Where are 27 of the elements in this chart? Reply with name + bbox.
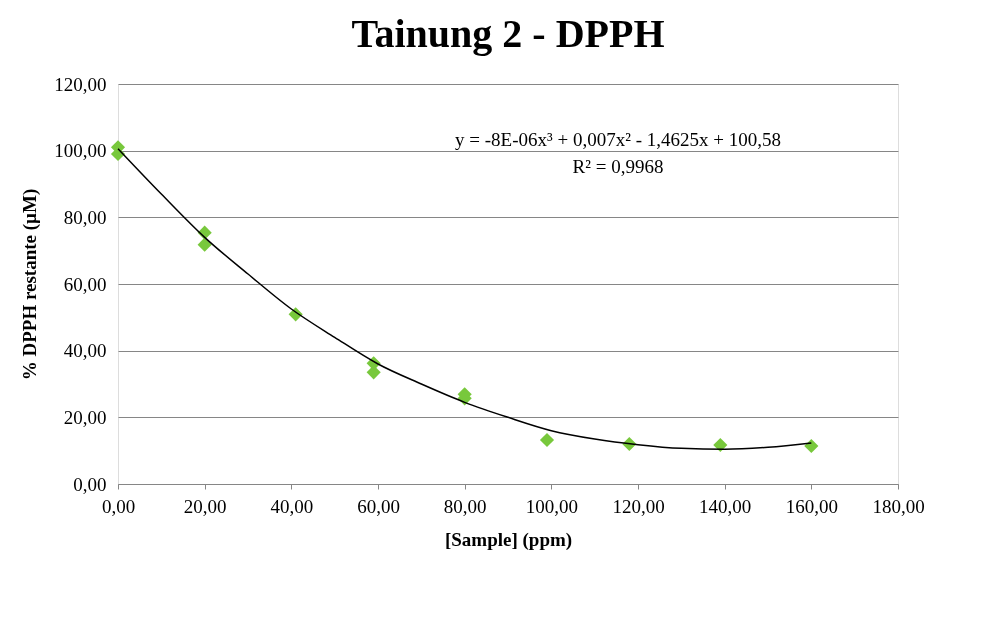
x-tick-label: 80,00: [443, 495, 487, 517]
x-axis-title: [Sample] (ppm): [444, 528, 573, 551]
y-tick-label: 20,00: [63, 406, 107, 428]
y-tick-label: 0,00: [73, 473, 107, 495]
y-tick-label: 60,00: [63, 273, 107, 295]
x-tick-label: 120,00: [612, 495, 665, 517]
x-tick-label: 140,00: [699, 495, 752, 517]
x-tick-label: 20,00: [183, 495, 227, 517]
point: [713, 437, 728, 453]
y-tick-label: 40,00: [63, 340, 107, 362]
y-axis-title: % DPPH restante (µM): [19, 188, 42, 381]
chart-title: Tainung 2 - DPPH: [351, 11, 665, 56]
point: [539, 432, 555, 448]
annotation: y = -8E-06x³ + 0,007x² - 1,4625x + 100,58: [455, 129, 781, 150]
x-tick-label: 160,00: [785, 495, 838, 517]
y-tick-label: 100,00: [54, 140, 107, 162]
annotation: R² = 0,9968: [572, 156, 664, 177]
point: [197, 237, 212, 252]
x-tick-label: 40,00: [270, 495, 314, 517]
y-tick-label: 120,00: [54, 73, 107, 95]
y-tick-label: 80,00: [63, 206, 107, 228]
point: [366, 365, 381, 380]
x-tick-label: 60,00: [357, 495, 400, 517]
x-tick-label: 180,00: [872, 495, 925, 517]
x-tick-label: 0,00: [101, 495, 136, 517]
point: [804, 438, 819, 454]
x-tick-label: 100,00: [525, 495, 578, 517]
